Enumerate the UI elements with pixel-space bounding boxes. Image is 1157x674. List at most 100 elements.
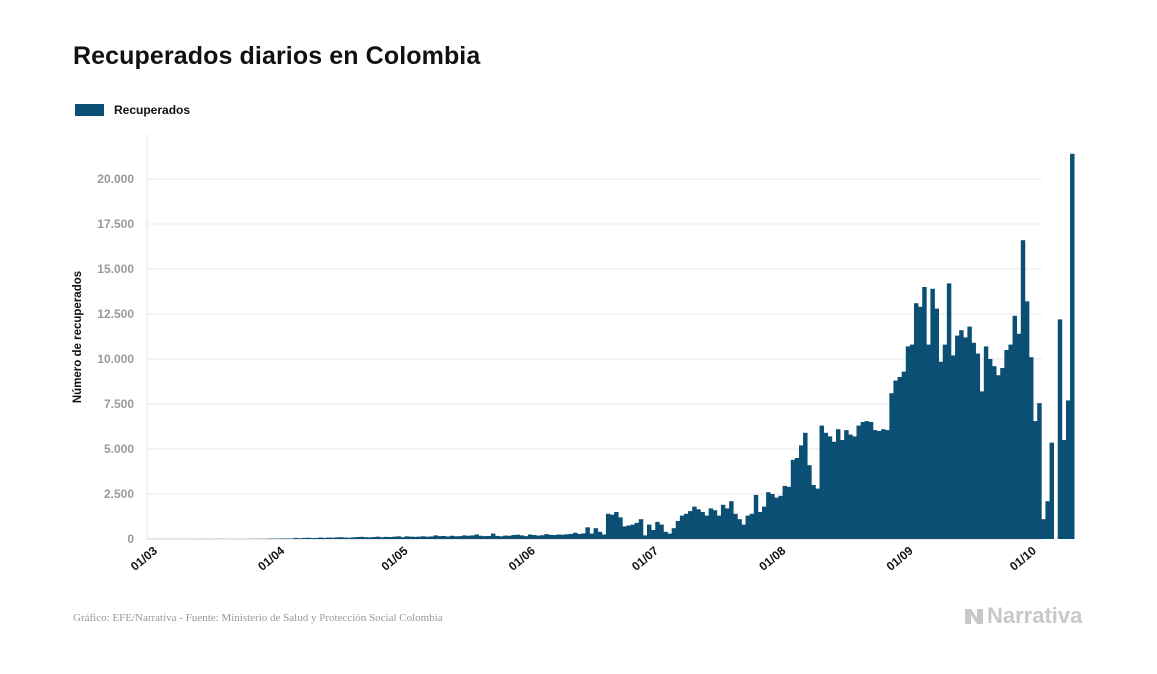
bar [1057, 319, 1063, 539]
x-tick-label: 01/03 [128, 543, 160, 573]
bar [930, 288, 935, 539]
bar [1012, 315, 1018, 539]
bar [683, 513, 689, 539]
bar [651, 530, 656, 539]
bar [1029, 357, 1034, 539]
bar [380, 537, 385, 539]
y-tick-label: 5.000 [104, 442, 134, 456]
bar [831, 441, 837, 539]
bar [786, 486, 792, 539]
bar [950, 355, 956, 539]
bar [967, 326, 972, 539]
bar [478, 535, 484, 539]
bar [441, 535, 447, 539]
y-tick-label: 17.500 [97, 217, 134, 231]
bar [556, 534, 562, 539]
bar [659, 524, 664, 539]
bar [893, 380, 898, 539]
bar [770, 494, 775, 539]
bar [782, 485, 788, 539]
bar [823, 432, 829, 539]
bar [675, 521, 681, 539]
bar [815, 488, 820, 539]
bar [384, 536, 389, 539]
bar [712, 510, 718, 539]
bar [503, 535, 508, 539]
bar [322, 537, 327, 539]
bar [720, 504, 726, 539]
bar [400, 537, 406, 539]
bar [544, 534, 549, 539]
bar [737, 519, 742, 539]
bar [536, 535, 541, 539]
bar [766, 492, 771, 539]
bar [585, 527, 590, 539]
bar [946, 283, 952, 539]
bar [926, 344, 931, 539]
bar [733, 513, 738, 539]
bar-chart: 0 2.500 5.000 7.500 10.000 12.500 15.000 17.500… [72, 134, 1075, 574]
bar [289, 538, 295, 539]
bar [708, 508, 714, 539]
bar [647, 524, 652, 539]
bar [700, 512, 705, 539]
bar [351, 537, 356, 539]
bar [507, 535, 512, 539]
bar [466, 535, 471, 539]
bar [626, 525, 631, 539]
bar [905, 346, 911, 539]
bar [811, 485, 816, 539]
bar [671, 528, 677, 539]
bar [334, 537, 340, 539]
bar [872, 430, 878, 539]
bar [605, 513, 611, 539]
bar [622, 526, 627, 539]
bar [996, 375, 1001, 539]
bar [306, 537, 311, 539]
bar [523, 536, 529, 539]
bar [597, 531, 603, 539]
bar [1008, 344, 1013, 539]
bar [934, 308, 939, 539]
bar [519, 535, 525, 539]
bar [901, 371, 907, 539]
bar [281, 538, 286, 539]
bar [367, 537, 373, 539]
bar [642, 535, 648, 539]
bar [560, 534, 566, 539]
bar [1049, 442, 1054, 539]
x-tick-label: 01/06 [506, 543, 538, 573]
y-tick-label: 15.000 [97, 262, 134, 276]
y-axis-label: Número de recuperados [72, 271, 84, 403]
bar [971, 342, 976, 539]
bar [433, 535, 438, 539]
bar [692, 506, 697, 539]
brand-name: Narrativa [987, 603, 1083, 628]
bar [798, 445, 804, 539]
bar [425, 536, 430, 539]
bar [310, 538, 315, 539]
x-tick-label: 01/04 [255, 543, 287, 573]
bar [844, 430, 849, 539]
bar [745, 515, 751, 539]
bar [679, 515, 685, 539]
bar [416, 536, 422, 539]
bar [515, 534, 521, 539]
x-tick-label: 01/08 [756, 543, 788, 573]
legend: Recuperados [75, 103, 190, 117]
y-tick-label: 12.500 [97, 307, 134, 321]
bar [573, 532, 578, 539]
bar [577, 533, 582, 539]
bar [445, 536, 451, 539]
bar [1061, 440, 1067, 539]
bar [318, 537, 323, 539]
x-tick-label: 01/05 [379, 543, 411, 573]
bar [790, 459, 796, 539]
bar [1045, 501, 1050, 539]
bar [762, 506, 767, 539]
bar [688, 511, 693, 539]
bar [486, 535, 492, 539]
bar [860, 422, 866, 539]
bar [819, 425, 824, 539]
bar [412, 536, 418, 539]
